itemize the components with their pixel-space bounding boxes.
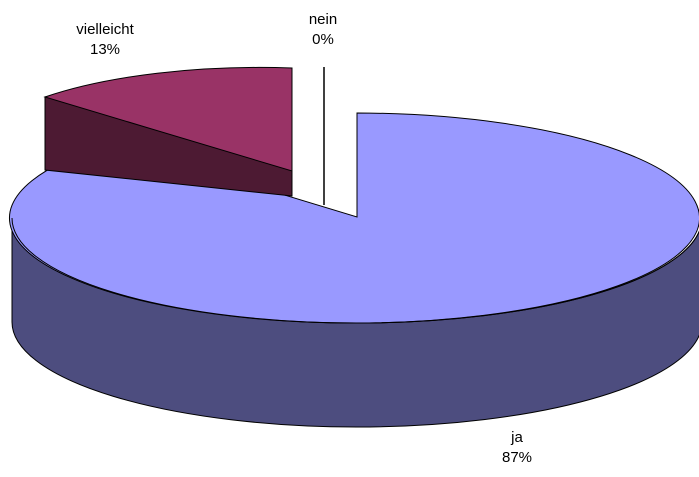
label-vielleicht: vielleicht 13% xyxy=(76,20,134,60)
label-nein-value: 0% xyxy=(312,31,334,48)
label-ja-value: 87% xyxy=(501,449,533,466)
slice-ja-rim xyxy=(11,217,699,324)
slice-vielleicht xyxy=(43,66,293,172)
label-ja: ja 87% xyxy=(502,428,532,468)
label-nein: nein 0% xyxy=(309,10,337,50)
label-ja-name: ja xyxy=(511,429,523,446)
label-vielleicht-value: 13% xyxy=(89,41,121,58)
label-nein-name: nein xyxy=(308,11,338,28)
label-vielleicht-name: vielleicht xyxy=(76,21,134,38)
